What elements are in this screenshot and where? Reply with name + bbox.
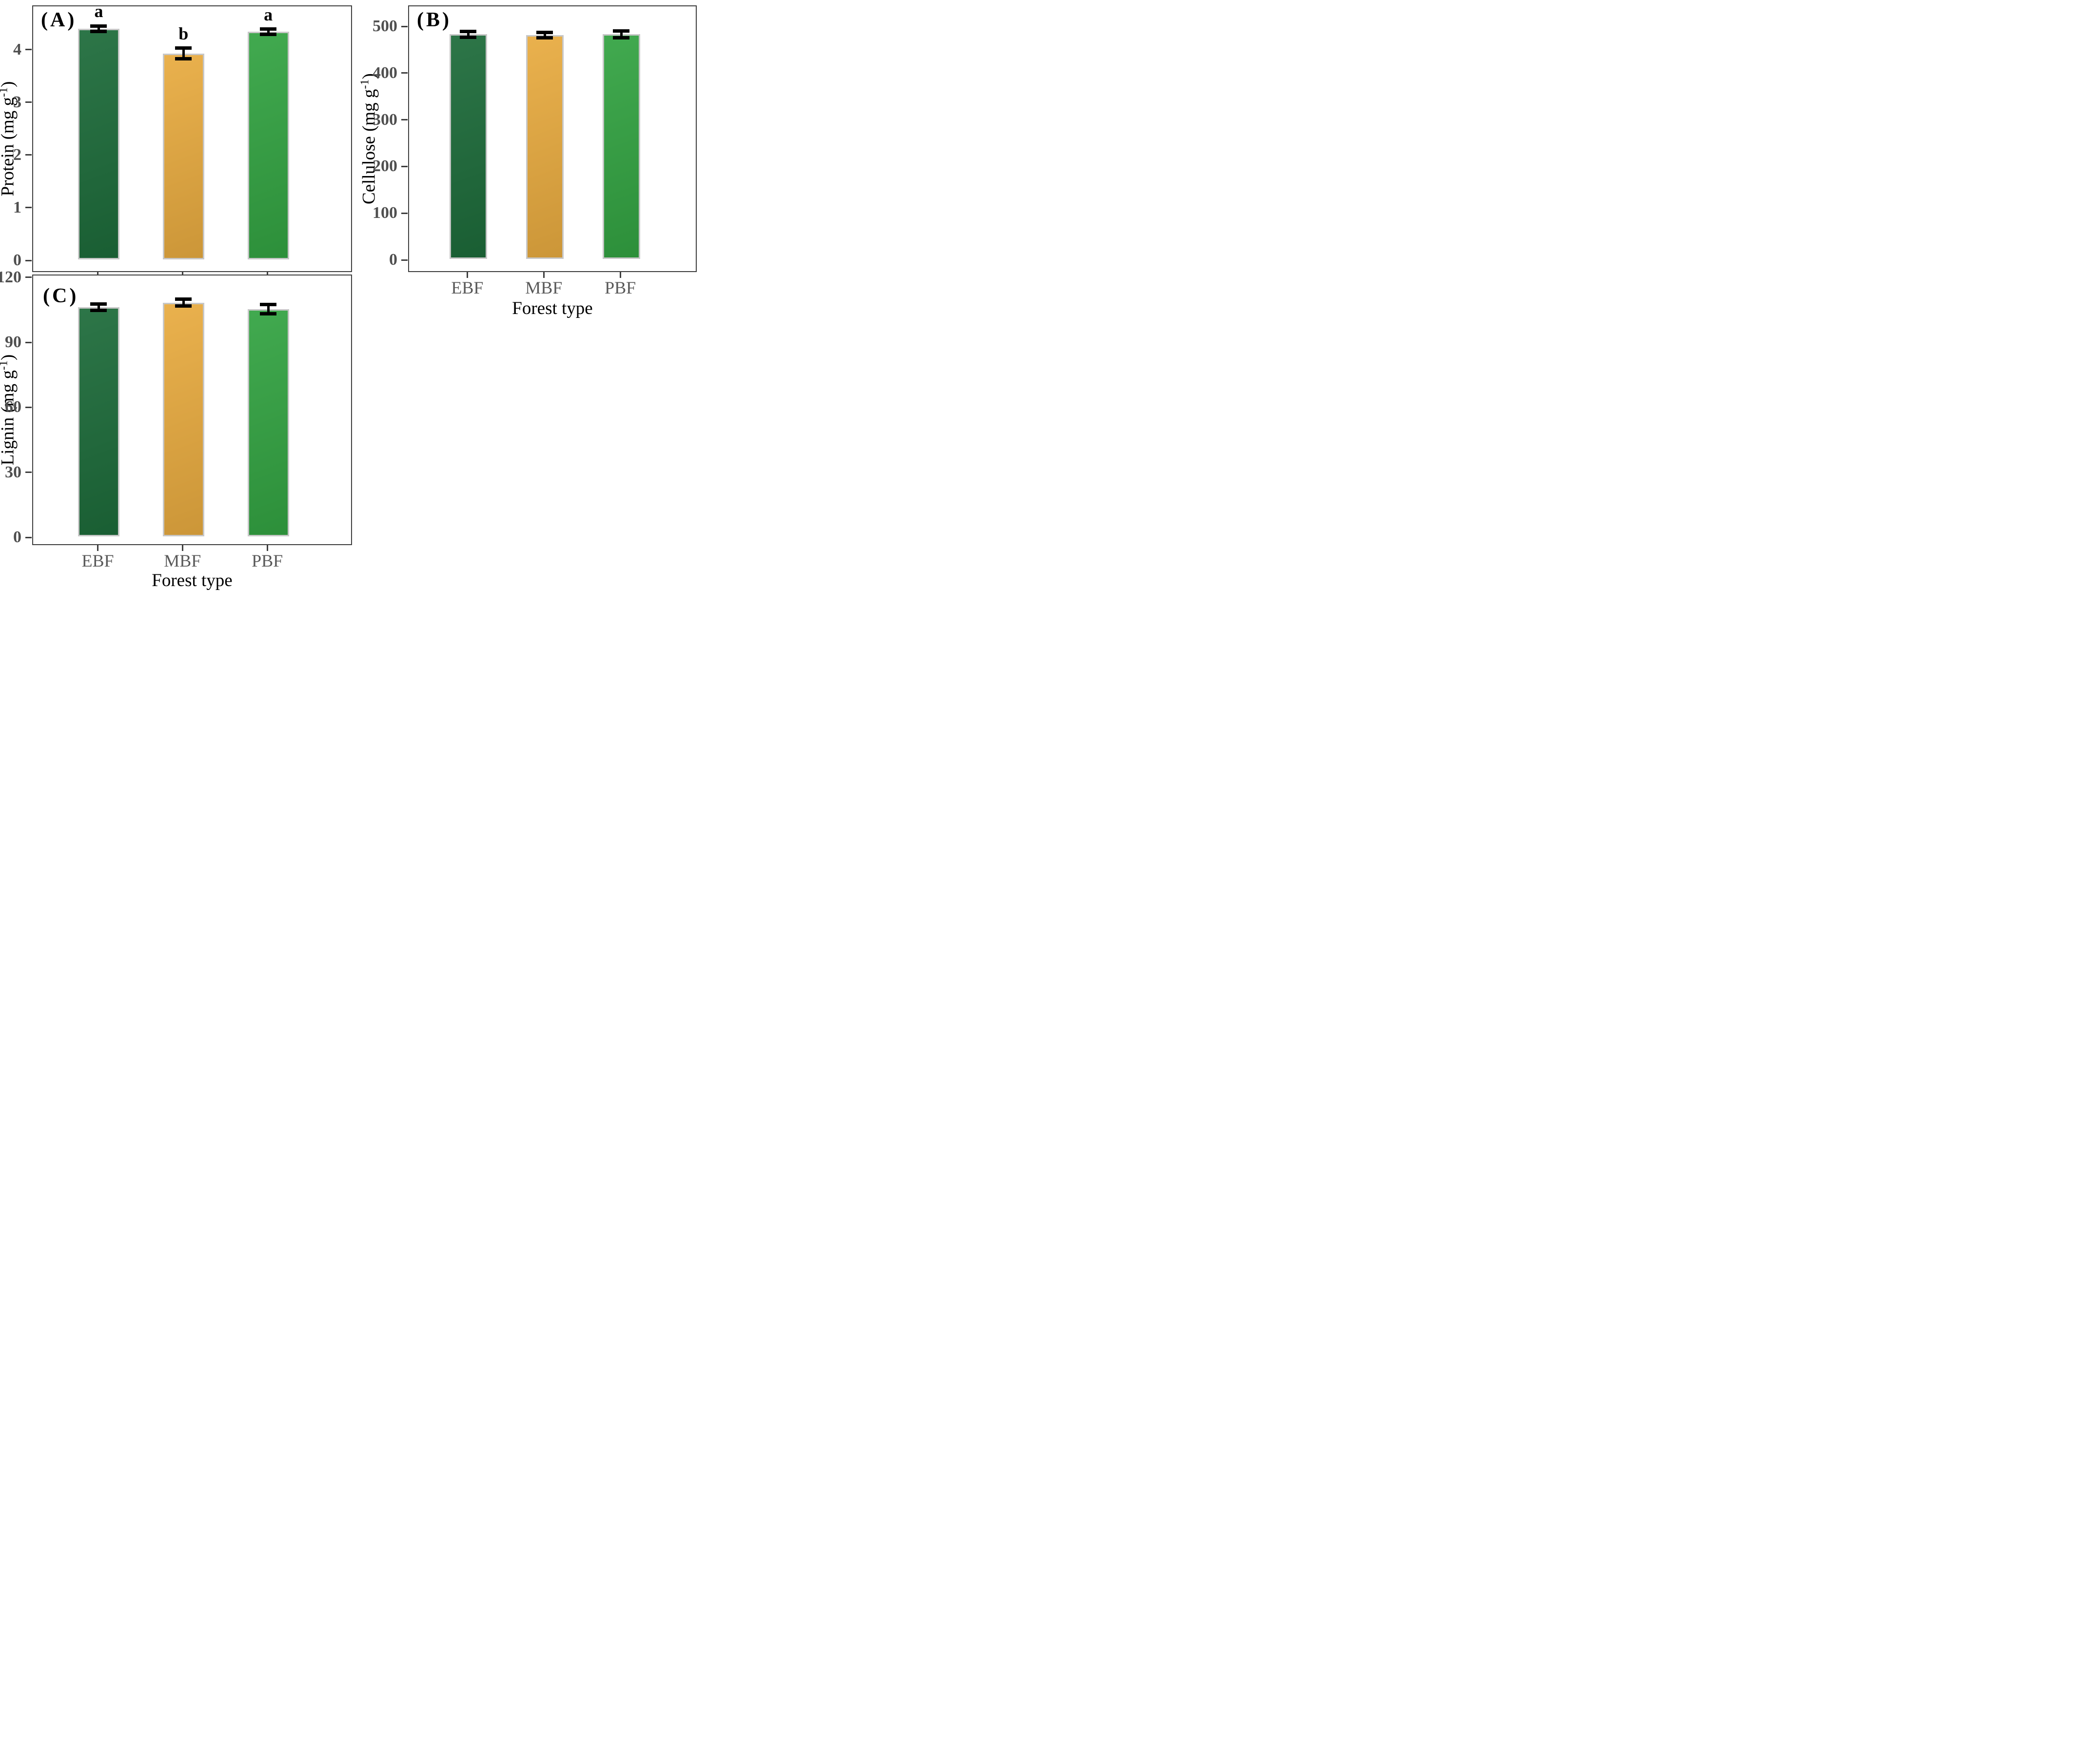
x-tick-mark	[181, 545, 183, 551]
y-tick-label: 90	[5, 333, 21, 352]
y-tick-label: 120	[0, 268, 21, 286]
error-bar-cap-bottom	[536, 36, 553, 40]
y-tick-mark	[25, 406, 32, 408]
error-bar-cap-top	[260, 27, 277, 31]
x-tick-mark	[97, 272, 98, 275]
panel-a-letter: (A)	[41, 9, 77, 31]
panel-c-plot-area: (C)	[32, 275, 352, 545]
panel-b-y-axis-title: Cellulose (mg g-1)	[358, 73, 379, 204]
y-tick-mark	[401, 259, 408, 261]
bar-pbf	[247, 32, 289, 259]
y-tick-label: 300	[373, 110, 397, 129]
x-tick-mark	[181, 272, 183, 275]
y-tick-label: 200	[373, 157, 397, 176]
panel-b-x-axis-title: Forest type	[512, 298, 593, 318]
y-tick-mark	[401, 25, 408, 27]
y-tick-mark	[25, 472, 32, 473]
y-tick-mark	[25, 154, 32, 156]
x-category-label-ebf: EBF	[451, 278, 484, 297]
y-tick-mark	[25, 276, 32, 278]
bar-pbf	[602, 34, 640, 259]
y-tick-label: 400	[373, 63, 397, 82]
y-tick-mark	[401, 119, 408, 121]
y-tick-label: 500	[373, 17, 397, 36]
error-bar-cap-top	[175, 46, 192, 50]
ylabel-superscript: -1	[358, 79, 372, 89]
y-tick-mark	[25, 49, 32, 51]
panel-c-letter: (C)	[43, 285, 79, 307]
x-category-label-pbf: PBF	[252, 551, 283, 570]
figure-canvas: { "figure": { "description_visible_text_…	[0, 0, 700, 590]
y-tick-mark	[25, 536, 32, 538]
panel-b-letter: (B)	[417, 9, 451, 31]
y-tick-mark	[401, 72, 408, 74]
error-bar-stem	[620, 31, 623, 38]
y-tick-mark	[401, 212, 408, 214]
error-bar-cap-bottom	[175, 304, 192, 308]
error-bar-stem	[543, 32, 546, 38]
error-bar-cap-bottom	[175, 57, 192, 60]
bar-ebf	[78, 307, 120, 536]
error-bar-cap-bottom	[260, 312, 277, 316]
y-tick-label: 2	[13, 145, 21, 164]
y-tick-label: 0	[13, 528, 21, 546]
y-tick-mark	[25, 259, 32, 261]
error-bar-stem	[267, 29, 270, 35]
error-bar-cap-bottom	[460, 35, 477, 39]
error-bar-cap-top	[175, 297, 192, 301]
y-tick-mark	[25, 101, 32, 103]
significance-letter: a	[264, 4, 273, 24]
y-tick-label: 0	[13, 251, 21, 269]
error-bar-cap-bottom	[90, 29, 107, 33]
bar-pbf	[247, 309, 289, 536]
error-bar-cap-bottom	[260, 33, 277, 37]
bar-mbf	[162, 53, 204, 259]
x-category-label-mbf: MBF	[525, 278, 563, 297]
bar-mbf	[162, 302, 204, 536]
x-tick-mark	[97, 545, 98, 551]
error-bar-cap-bottom	[90, 309, 107, 313]
y-tick-label: 0	[389, 251, 397, 269]
ylabel-superscript: -1	[0, 87, 10, 98]
y-tick-label: 30	[5, 463, 21, 481]
error-bar-stem	[467, 31, 470, 38]
panel-c-x-axis-title: Forest type	[152, 570, 233, 590]
y-tick-label: 1	[13, 198, 21, 216]
significance-letter: b	[178, 23, 189, 43]
significance-letter: a	[94, 1, 103, 21]
error-bar-cap-top	[460, 30, 477, 34]
error-bar-stem	[182, 48, 185, 59]
panel-b-plot-area: (B)	[408, 5, 697, 272]
y-tick-label: 3	[13, 93, 21, 111]
bar-ebf	[449, 34, 487, 259]
y-tick-label: 100	[373, 204, 397, 222]
error-bar-stem	[97, 26, 100, 32]
x-category-label-mbf: MBF	[164, 551, 201, 570]
error-bar-cap-top	[90, 302, 107, 306]
y-tick-mark	[25, 341, 32, 343]
x-tick-mark	[266, 545, 268, 551]
error-bar-cap-top	[536, 30, 553, 34]
x-category-label-pbf: PBF	[605, 278, 636, 297]
x-tick-mark	[466, 272, 468, 278]
panel-a-plot-area: (A) a b a	[32, 1, 352, 272]
y-tick-mark	[401, 165, 408, 167]
bar-mbf	[526, 35, 564, 259]
error-bar-cap-bottom	[613, 36, 630, 39]
x-tick-mark	[266, 272, 268, 275]
error-bar-stem	[182, 299, 185, 306]
ylabel-superscript: -1	[0, 360, 10, 371]
error-bar-stem	[267, 304, 270, 314]
y-tick-label: 60	[5, 398, 21, 416]
error-bar-cap-top	[90, 24, 107, 28]
error-bar-cap-top	[260, 302, 277, 306]
x-tick-mark	[619, 272, 621, 278]
error-bar-stem	[97, 304, 100, 311]
error-bar-cap-top	[613, 29, 630, 33]
bar-ebf	[78, 28, 120, 259]
x-category-label-ebf: EBF	[81, 551, 114, 570]
y-tick-label: 4	[13, 40, 21, 59]
y-tick-mark	[25, 207, 32, 209]
x-tick-mark	[543, 272, 545, 278]
